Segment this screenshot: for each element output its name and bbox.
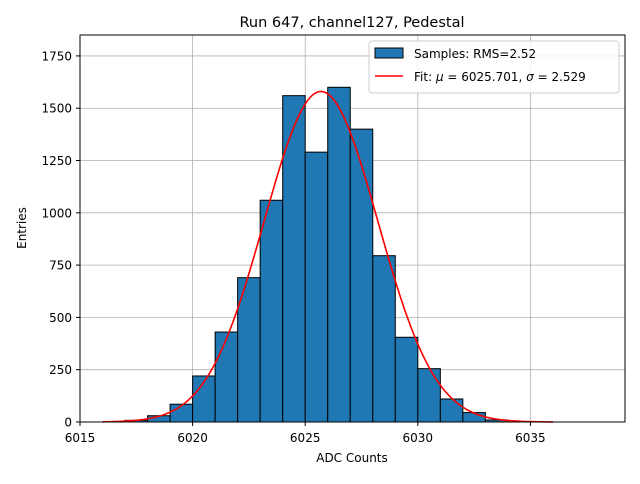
histogram-bar <box>304 151 329 423</box>
x-tick-label-1: 6020 <box>177 431 208 445</box>
y-tick-label-7: 1750 <box>41 49 72 63</box>
histogram-bar <box>462 412 486 423</box>
x-axis-label: ADC Counts <box>316 451 388 465</box>
y-tick-label-3: 750 <box>49 259 72 273</box>
legend-fit-label: Fit: μ = 6025.701, σ = 2.529 <box>414 70 586 84</box>
x-axis-ticks: 6015 6020 6025 6030 6035 <box>65 422 546 445</box>
y-tick-label-4: 1000 <box>41 206 72 220</box>
histogram-bar <box>282 95 306 423</box>
y-axis-ticks: 0 250 500 750 1000 1250 1500 1750 <box>41 49 80 430</box>
histogram-bar <box>394 336 419 423</box>
histogram-bar <box>327 86 351 423</box>
axes-frame <box>79 34 626 423</box>
fit-curve <box>102 90 553 423</box>
x-tick-label-2: 6025 <box>290 431 321 445</box>
y-tick-label-0: 0 <box>64 416 72 430</box>
legend-histogram-swatch <box>374 47 404 59</box>
histogram-bar <box>417 368 441 423</box>
legend-box <box>368 40 620 94</box>
legend-histogram-label: Samples: RMS=2.52 <box>414 47 536 61</box>
histogram-bar <box>439 398 464 423</box>
histogram-bar <box>169 403 194 423</box>
legend: Samples: RMS=2.52 Fit: μ = 6025.701, σ =… <box>368 40 620 94</box>
x-tick-label-0: 6015 <box>65 431 96 445</box>
y-tick-label-2: 500 <box>49 311 72 325</box>
x-tick-label-4: 6035 <box>515 431 546 445</box>
x-tick-label-3: 6030 <box>403 431 434 445</box>
y-axis-label: Entries <box>15 207 29 249</box>
y-tick-label-5: 1250 <box>41 154 72 168</box>
y-tick-label-6: 1500 <box>41 102 72 116</box>
histogram-bar <box>349 128 374 423</box>
histogram-bar <box>214 331 239 423</box>
histogram-bar <box>259 199 284 423</box>
histogram-bars <box>124 86 509 423</box>
y-tick-label-1: 250 <box>49 363 72 377</box>
histogram-bar <box>372 255 396 423</box>
chart-title: Run 647, channel127, Pedestal <box>239 15 464 31</box>
